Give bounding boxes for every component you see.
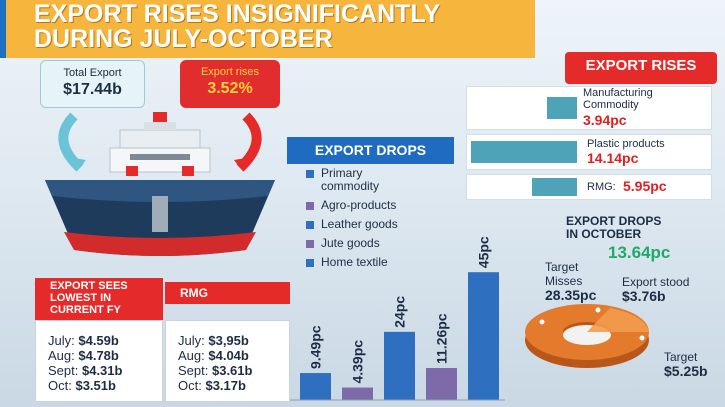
- title-banner: [0, 0, 535, 58]
- legend-swatch: [306, 170, 314, 178]
- export-rises-card: Export rises 3.52%: [180, 60, 280, 108]
- page-title: EXPORT RISES INSIGNIFICANTLY DURING JULY…: [34, 2, 440, 52]
- legend-swatch: [306, 221, 314, 229]
- rise-row-manufacturing: Manufacturing Commodity 3.94pc: [466, 86, 712, 130]
- export-rises-label: Export rises: [200, 66, 260, 78]
- export-rises-header: [565, 52, 717, 84]
- export-drops-header: [287, 137, 454, 164]
- october-drop-value: 13.64pc: [608, 243, 671, 262]
- rise-label-manufacturing: Manufacturing Commodity: [583, 87, 653, 111]
- rise-row-rmg: RMG: 5.95pc: [466, 174, 712, 200]
- rmg-panel: July: $3,95b Aug: $4.04b Sept: $3.61b Oc…: [165, 320, 290, 402]
- export-lowest-tag: [35, 278, 163, 320]
- total-export-card: Total Export $17.44b: [40, 60, 145, 108]
- rise-value-manufacturing: 3.94pc: [583, 112, 627, 128]
- export-lowest-panel: July: $4.59b Aug: $4.78b Sept: $4.31b Oc…: [35, 320, 163, 402]
- rise-bar-manufacturing: [547, 97, 577, 119]
- bar-label-4: 45pc: [476, 236, 492, 268]
- rise-row-plastic: Plastic products 14.14pc: [466, 134, 712, 170]
- export-lowest-title: EXPORT SEES LOWEST IN CURRENT FY: [50, 280, 128, 316]
- rise-value-rmg: 5.95pc: [623, 178, 667, 194]
- rmg-row-aug: Aug: $4.04b: [178, 348, 249, 363]
- rmg-row-oct: Oct: $3.17b: [178, 378, 246, 393]
- legend-label: Jute goods: [321, 236, 380, 250]
- legend-label-cont: commodity: [321, 179, 380, 193]
- total-export-label: Total Export: [63, 67, 122, 79]
- bar-0: [300, 373, 331, 400]
- bar-3: [426, 368, 457, 400]
- export-rises-title: EXPORT RISES: [585, 57, 697, 74]
- bar-4: [468, 272, 499, 400]
- legend-label: Agro-products: [321, 198, 397, 212]
- rise-bar-plastic: [471, 141, 577, 163]
- lowest-row-july: July: $4.59b: [48, 333, 119, 348]
- rmg-title: RMG: [180, 286, 208, 300]
- legend-label: Home textile: [321, 255, 388, 269]
- legend-swatch: [306, 240, 314, 248]
- rmg-row-july: July: $3,95b: [178, 333, 249, 348]
- october-donut-chart: [525, 304, 649, 368]
- legend-swatch: [306, 202, 314, 210]
- rmg-row-sept: Sept: $3.61b: [178, 363, 253, 378]
- october-title: EXPORT DROPS IN OCTOBER: [566, 214, 662, 241]
- bar-label-0: 9.49pc: [308, 325, 324, 369]
- rise-bar-rmg: [532, 178, 577, 196]
- bar-label-3: 11.26pc: [434, 313, 450, 364]
- bar-label-1: 4.39pc: [350, 340, 366, 384]
- lowest-row-sept: Sept: $4.31b: [48, 363, 123, 378]
- lowest-row-aug: Aug: $4.78b: [48, 348, 119, 363]
- legend-swatch: [306, 259, 314, 267]
- title-line-2: DURING JULY-OCTOBER: [34, 25, 333, 53]
- total-export-value: $17.44b: [63, 81, 122, 98]
- bar-label-2: 24pc: [392, 296, 408, 328]
- chart-legend: Primary commodity Agro-products Leather …: [300, 167, 468, 275]
- export-drops-title: EXPORT DROPS: [314, 142, 427, 158]
- export-rises-value: 3.52%: [207, 80, 253, 97]
- rise-label-rmg: RMG:: [587, 181, 616, 193]
- legend-label: Primary: [321, 166, 363, 180]
- cargo-ship-icon: [45, 112, 275, 256]
- export-drops-bar-chart: 9.49pc 4.39pc 24pc 11.26pc 45pc: [290, 236, 505, 401]
- target-annotation: Target $5.25b: [664, 350, 708, 379]
- rise-value-plastic: 14.14pc: [587, 150, 639, 166]
- lowest-row-oct: Oct: $3.51b: [48, 378, 116, 393]
- rmg-tag: [165, 282, 290, 304]
- legend-label: Leather goods: [321, 217, 398, 231]
- title-line-1: EXPORT RISES INSIGNIFICANTLY: [34, 0, 441, 28]
- export-stood-annotation: Export stood $3.76b: [622, 275, 690, 304]
- target-misses-annotation: Target Misses 28.35pc: [545, 260, 597, 303]
- bar-1: [342, 387, 373, 400]
- rise-label-plastic: Plastic products: [587, 138, 665, 150]
- bar-2: [384, 331, 415, 400]
